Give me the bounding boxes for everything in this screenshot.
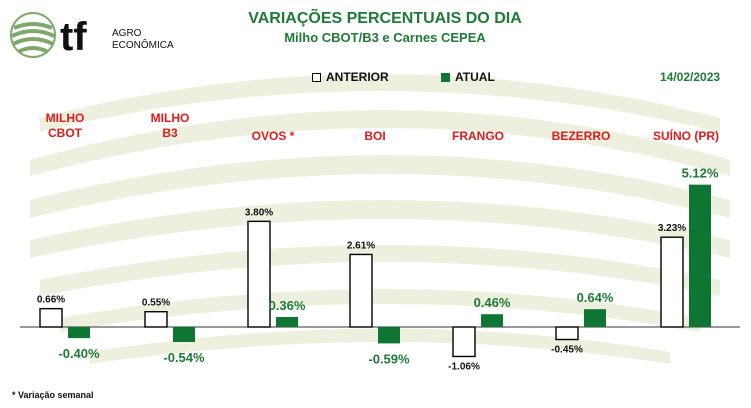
data-label-anterior: -1.06% bbox=[448, 361, 480, 372]
bar-atual bbox=[68, 327, 90, 339]
logo-mark: tf bbox=[60, 15, 87, 59]
bar-atual bbox=[378, 327, 400, 344]
data-label-atual: 0.46% bbox=[474, 295, 511, 310]
legend-atual-swatch bbox=[441, 73, 450, 83]
chart-subtitle: Milho CBOT/B3 e Carnes CEPEA bbox=[284, 30, 486, 45]
data-label-anterior: 0.66% bbox=[37, 295, 65, 306]
category-label: OVOS * bbox=[252, 129, 295, 143]
category-label: SUÍNO (PR) bbox=[653, 128, 719, 143]
legend-anterior-label: ANTERIOR bbox=[326, 70, 389, 84]
category-label: B3 bbox=[162, 126, 178, 140]
bar-anterior bbox=[555, 326, 579, 341]
category-label: MILHO bbox=[46, 111, 85, 125]
bar-atual bbox=[689, 184, 711, 327]
bar-atual bbox=[584, 309, 606, 327]
bar-anterior bbox=[247, 220, 271, 328]
data-label-atual: 0.36% bbox=[269, 298, 306, 313]
bar-anterior bbox=[452, 326, 476, 358]
bar-anterior bbox=[39, 307, 63, 328]
chart-title: VARIAÇÕES PERCENTUAIS DO DIA bbox=[248, 10, 522, 27]
bar-atual bbox=[481, 314, 503, 327]
bar-atual bbox=[173, 327, 195, 343]
bar-anterior bbox=[660, 236, 684, 328]
category-label: BOI bbox=[364, 129, 385, 143]
date-label: 14/02/2023 bbox=[660, 70, 721, 84]
data-label-anterior: 3.23% bbox=[658, 223, 686, 234]
category-label: CBOT bbox=[48, 126, 83, 140]
legend-atual-label: ATUAL bbox=[455, 70, 495, 84]
legend-anterior: ANTERIOR bbox=[312, 70, 389, 84]
footnote: * Variação semanal bbox=[12, 390, 94, 400]
bar-atual bbox=[276, 316, 298, 327]
bar-anterior bbox=[144, 311, 168, 328]
data-label-atual: -0.40% bbox=[58, 346, 100, 361]
logo-line2: ECONÔMICA bbox=[112, 38, 174, 51]
data-label-atual: 0.64% bbox=[577, 290, 614, 305]
data-label-atual: 5.12% bbox=[682, 166, 719, 181]
data-label-anterior: -0.45% bbox=[551, 345, 583, 356]
data-label-anterior: 0.55% bbox=[142, 298, 170, 309]
tf-agroeconomica-logo: tf AGRO ECONÔMICA bbox=[10, 12, 174, 59]
data-label-atual: -0.54% bbox=[163, 350, 205, 365]
globe-icon bbox=[10, 12, 56, 58]
category-label: BEZERRO bbox=[552, 129, 611, 143]
data-label-anterior: 3.80% bbox=[245, 207, 273, 218]
bar-anterior bbox=[349, 253, 373, 328]
category-label: MILHO bbox=[151, 111, 190, 125]
category-label: FRANGO bbox=[452, 129, 504, 143]
legend-atual: ATUAL bbox=[441, 70, 495, 84]
data-label-atual: -0.59% bbox=[368, 351, 410, 366]
legend-anterior-swatch bbox=[312, 73, 321, 83]
data-label-anterior: 2.61% bbox=[347, 240, 375, 251]
logo-line1: AGRO bbox=[112, 28, 142, 39]
